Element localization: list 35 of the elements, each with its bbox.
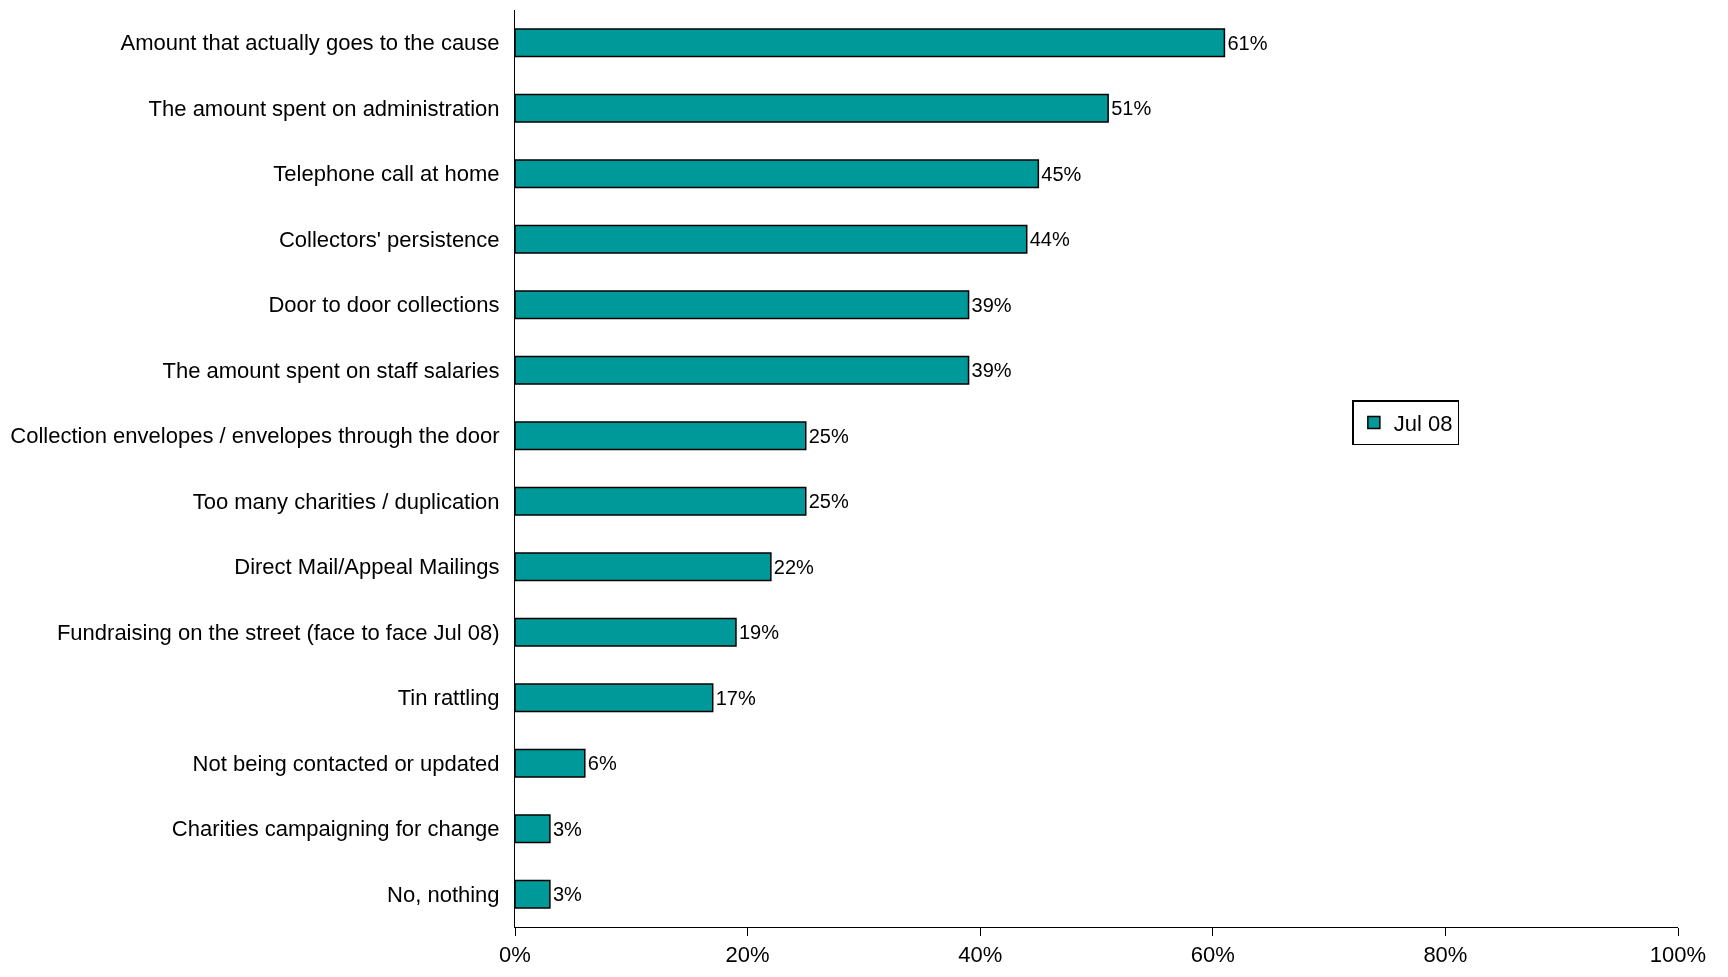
- y-tick-label: The amount spent on staff salaries: [162, 357, 500, 383]
- data-label: 51%: [1111, 97, 1152, 120]
- y-tick-label: Tin rattling: [397, 685, 500, 711]
- y-tick-label: The amount spent on administration: [148, 95, 500, 121]
- y-tick-label: Amount that actually goes to the cause: [120, 30, 500, 56]
- data-label: 61%: [1227, 31, 1268, 54]
- data-label: 19%: [738, 621, 780, 644]
- data-label: 3%: [552, 883, 583, 906]
- legend-label: Jul 08: [1393, 411, 1453, 437]
- data-label: 39%: [971, 359, 1012, 382]
- y-tick-label: Telephone call at home: [273, 161, 500, 187]
- x-tick-label: 80%: [1423, 942, 1468, 968]
- data-label: 22%: [773, 555, 815, 578]
- y-tick-label: Door to door collections: [268, 292, 500, 318]
- data-label: 25%: [808, 424, 849, 447]
- y-tick-label: Fundraising on the street (face to face Jul 08): [56, 619, 500, 645]
- x-tick-label: 0%: [499, 942, 531, 968]
- data-label: 3%: [552, 817, 583, 840]
- data-label: 44%: [1029, 228, 1070, 251]
- data-label: 17%: [715, 686, 756, 709]
- data-label: 45%: [1041, 162, 1082, 185]
- y-tick-label: No, nothing: [387, 881, 500, 907]
- y-tick-label: Direct Mail/Appeal Mailings: [234, 554, 500, 580]
- x-tick-label: 100%: [1649, 942, 1707, 968]
- data-label: 25%: [808, 490, 849, 513]
- y-tick-label: Collection envelopes / envelopes through the door: [10, 423, 500, 449]
- y-tick-label: Charities campaigning for change: [171, 816, 500, 842]
- x-tick-label: 40%: [958, 942, 1003, 968]
- y-tick-label: Collectors' persistence: [278, 226, 500, 252]
- x-tick-label: 20%: [725, 942, 770, 968]
- y-tick-label: Not being contacted or updated: [192, 750, 500, 776]
- data-label: 39%: [971, 293, 1012, 316]
- x-tick-label: 60%: [1190, 942, 1235, 968]
- y-tick-label: Too many charities / duplication: [192, 488, 500, 514]
- data-label: 6%: [587, 752, 617, 775]
